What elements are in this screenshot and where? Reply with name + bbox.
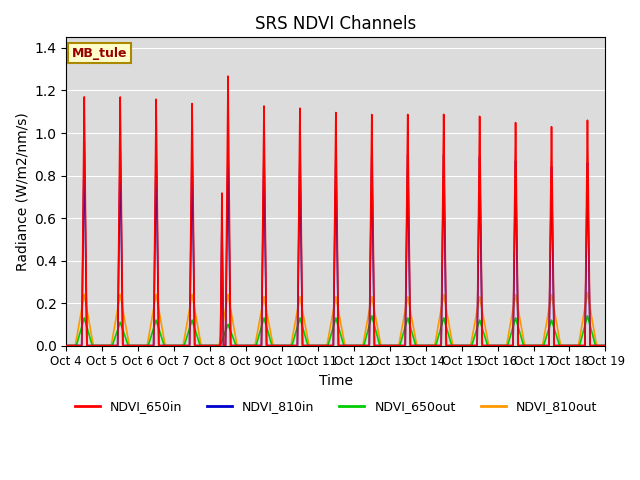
Y-axis label: Radiance (W/m2/nm/s): Radiance (W/m2/nm/s) (15, 112, 29, 271)
Line: NDVI_810in: NDVI_810in (67, 142, 605, 346)
NDVI_650in (192, 343, 200, 348)
NDVI_650out (348, 343, 355, 348)
Text: MB_tule: MB_tule (72, 47, 127, 60)
NDVI_810in (81, 139, 88, 144)
NDVI_650in (180, 343, 188, 348)
NDVI_810out (348, 343, 355, 348)
NDVI_810in (192, 343, 200, 348)
Line: NDVI_650in: NDVI_650in (67, 76, 605, 346)
NDVI_650out (121, 334, 129, 339)
NDVI_810out (79, 296, 87, 302)
NDVI_650in (224, 73, 232, 79)
NDVI_650in (530, 343, 538, 348)
NDVI_810in (121, 343, 129, 348)
NDVI_650out (180, 342, 188, 348)
Title: SRS NDVI Channels: SRS NDVI Channels (255, 15, 417, 33)
NDVI_650out (602, 343, 609, 348)
NDVI_810in (602, 343, 609, 348)
NDVI_810out (180, 335, 188, 340)
Legend: NDVI_650in, NDVI_810in, NDVI_650out, NDVI_810out: NDVI_650in, NDVI_810in, NDVI_650out, NDV… (70, 395, 602, 418)
NDVI_810in (530, 343, 538, 348)
NDVI_650out (192, 329, 200, 335)
X-axis label: Time: Time (319, 374, 353, 388)
NDVI_810in (79, 204, 87, 210)
NDVI_650out (530, 343, 538, 348)
NDVI_650in (602, 343, 609, 348)
NDVI_810in (180, 343, 188, 348)
NDVI_810out (63, 343, 70, 348)
NDVI_650out (584, 313, 591, 319)
NDVI_650in (79, 174, 87, 180)
NDVI_810out (602, 343, 609, 348)
NDVI_810out (530, 343, 538, 348)
NDVI_810in (348, 343, 355, 348)
NDVI_650out (79, 318, 87, 324)
NDVI_810out (584, 289, 591, 295)
NDVI_650in (63, 343, 70, 348)
NDVI_810out (192, 312, 200, 318)
NDVI_810in (63, 343, 70, 348)
NDVI_650out (63, 343, 70, 348)
NDVI_810out (121, 319, 129, 325)
Line: NDVI_650out: NDVI_650out (67, 316, 605, 346)
NDVI_650in (348, 343, 355, 348)
Line: NDVI_810out: NDVI_810out (67, 292, 605, 346)
NDVI_650in (121, 343, 129, 348)
